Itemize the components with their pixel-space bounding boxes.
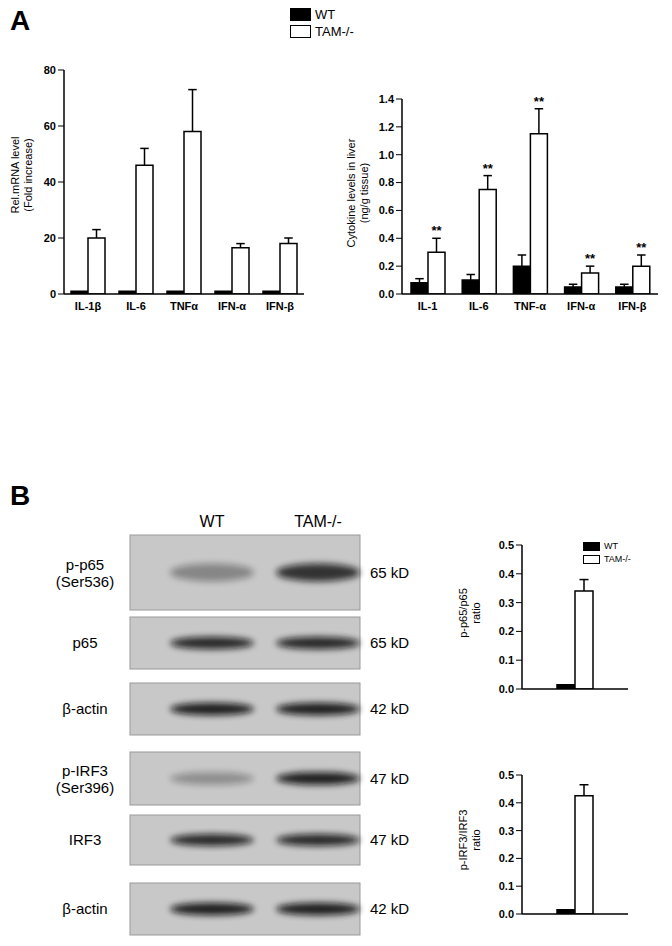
html-text:p-p65/p65: p-p65/p65 bbox=[457, 587, 469, 638]
svg-text:TNF-α: TNF-α bbox=[514, 300, 546, 312]
svg-text:47 kD: 47 kD bbox=[370, 770, 409, 787]
svg-text:IL-1: IL-1 bbox=[418, 300, 438, 312]
svg-text:0.1: 0.1 bbox=[499, 654, 514, 666]
html-text:ratio: ratio bbox=[470, 601, 482, 624]
svg-text:42 kD: 42 kD bbox=[370, 900, 409, 917]
html-text:WT: WT bbox=[315, 7, 336, 22]
svg-text:IL-6: IL-6 bbox=[469, 300, 489, 312]
svg-text:p-IRF3(Ser396): p-IRF3(Ser396) bbox=[56, 762, 114, 796]
svg-text:0.4: 0.4 bbox=[499, 568, 515, 580]
svg-text:20: 20 bbox=[44, 232, 56, 244]
svg-text:**: ** bbox=[534, 94, 545, 109]
svg-text:0.5: 0.5 bbox=[499, 769, 514, 781]
svg-text:80: 80 bbox=[44, 64, 56, 76]
svg-text:IFN-β: IFN-β bbox=[266, 300, 294, 312]
svg-text:IFN-α: IFN-α bbox=[218, 300, 246, 312]
svg-text:0.1: 0.1 bbox=[499, 880, 514, 892]
svg-text:0.2: 0.2 bbox=[499, 852, 514, 864]
html-text:p-IRF3/IRF3: p-IRF3/IRF3 bbox=[457, 809, 469, 871]
svg-text:1.2: 1.2 bbox=[379, 121, 394, 133]
svg-text:0.3: 0.3 bbox=[499, 825, 514, 837]
html-text:(ng/g tissue): (ng/g tissue) bbox=[358, 162, 370, 223]
svg-text:0.4: 0.4 bbox=[499, 797, 515, 809]
svg-text:0.0: 0.0 bbox=[499, 908, 514, 920]
svg-text:β-actin: β-actin bbox=[62, 700, 107, 717]
svg-text:0.0: 0.0 bbox=[499, 683, 514, 695]
svg-text:p-p65(Ser536): p-p65(Ser536) bbox=[56, 556, 114, 590]
svg-text:0.4: 0.4 bbox=[379, 232, 395, 244]
svg-text:**: ** bbox=[483, 161, 494, 176]
svg-text:0.6: 0.6 bbox=[379, 204, 394, 216]
svg-text:65 kD: 65 kD bbox=[370, 564, 409, 581]
html-text:WT: WT bbox=[604, 541, 618, 551]
html-text:ratio: ratio bbox=[470, 829, 482, 851]
html-text:Cytokine levels in liver: Cytokine levels in liver bbox=[345, 138, 357, 247]
svg-text:IFN-α: IFN-α bbox=[567, 300, 595, 312]
svg-text:**: ** bbox=[636, 240, 647, 255]
svg-text:**: ** bbox=[431, 223, 442, 238]
svg-text:IFN-β: IFN-β bbox=[618, 300, 646, 312]
svg-text:IL-6: IL-6 bbox=[126, 300, 146, 312]
svg-text:0.2: 0.2 bbox=[379, 260, 394, 272]
svg-text:47 kD: 47 kD bbox=[370, 831, 409, 848]
svg-text:0.3: 0.3 bbox=[499, 597, 514, 609]
svg-text:IRF3: IRF3 bbox=[69, 831, 102, 848]
svg-text:TAM-/-: TAM-/- bbox=[294, 513, 342, 530]
svg-text:p65: p65 bbox=[72, 634, 97, 651]
svg-text:1.0: 1.0 bbox=[379, 149, 394, 161]
svg-text:**: ** bbox=[585, 251, 596, 266]
html-text:TAM-/-: TAM-/- bbox=[315, 24, 354, 39]
svg-text:0.2: 0.2 bbox=[499, 625, 514, 637]
svg-text:60: 60 bbox=[44, 120, 56, 132]
html-text:TAM-/-: TAM-/- bbox=[604, 554, 631, 564]
svg-text:0.5: 0.5 bbox=[499, 539, 514, 551]
svg-text:0: 0 bbox=[50, 288, 56, 300]
svg-text:β-actin: β-actin bbox=[62, 900, 107, 917]
svg-text:IL-1β: IL-1β bbox=[75, 300, 102, 312]
html-text:Rel.mRNA level: Rel.mRNA level bbox=[9, 136, 21, 214]
html-text:(Fold increase): (Fold increase) bbox=[22, 138, 34, 212]
svg-text:0.8: 0.8 bbox=[379, 176, 394, 188]
svg-text:42 kD: 42 kD bbox=[370, 700, 409, 717]
svg-text:0.0: 0.0 bbox=[379, 288, 394, 300]
svg-text:65 kD: 65 kD bbox=[370, 634, 409, 651]
svg-text:A: A bbox=[10, 5, 30, 36]
svg-text:B: B bbox=[10, 480, 30, 511]
svg-text:TNFα: TNFα bbox=[170, 300, 198, 312]
svg-text:1.4: 1.4 bbox=[379, 93, 395, 105]
svg-text:WT: WT bbox=[200, 513, 225, 530]
svg-text:40: 40 bbox=[44, 176, 56, 188]
